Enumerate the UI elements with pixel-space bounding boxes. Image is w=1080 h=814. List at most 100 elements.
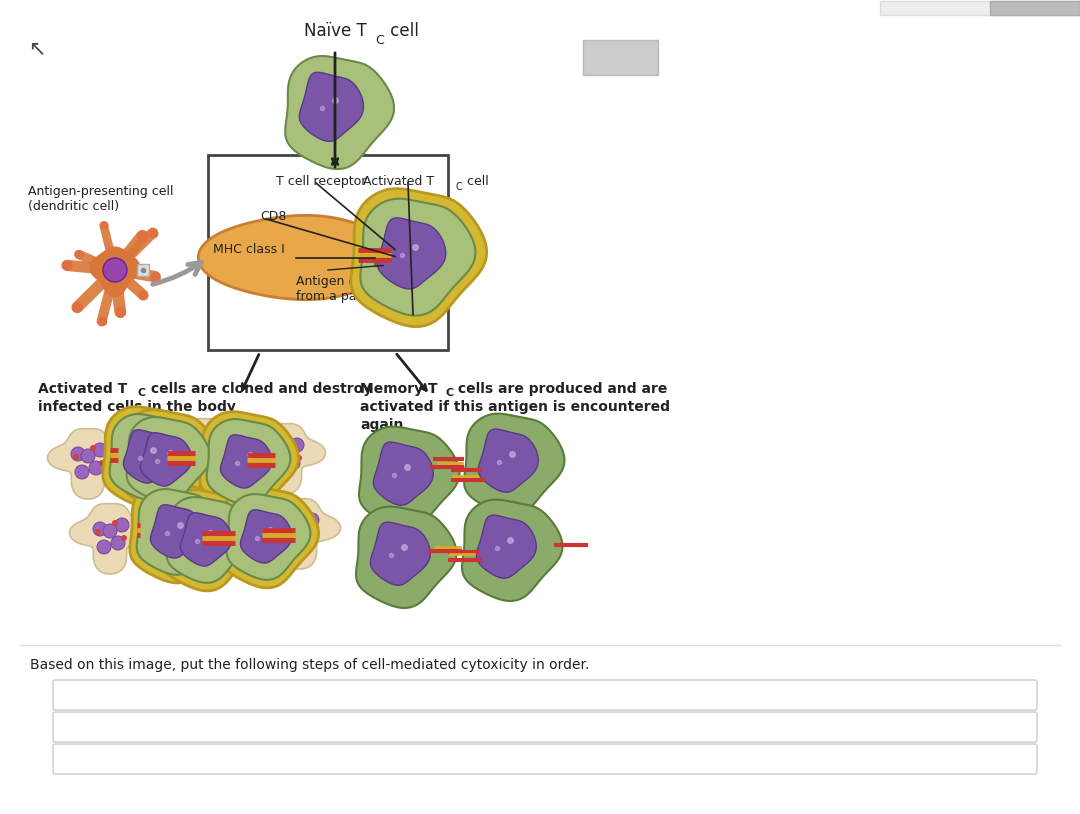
FancyBboxPatch shape (53, 712, 1037, 742)
Circle shape (296, 455, 302, 461)
Polygon shape (126, 417, 211, 503)
Circle shape (97, 540, 111, 554)
Polygon shape (220, 435, 272, 488)
Polygon shape (462, 500, 563, 601)
FancyBboxPatch shape (53, 744, 1037, 774)
Polygon shape (200, 499, 281, 569)
Bar (375, 250, 391, 265)
Polygon shape (200, 412, 298, 513)
Polygon shape (377, 218, 446, 289)
Circle shape (75, 465, 89, 479)
Bar (137, 264, 149, 276)
Circle shape (89, 461, 103, 475)
Polygon shape (241, 510, 292, 563)
Text: Naïve T: Naïve T (303, 22, 366, 40)
Circle shape (272, 460, 286, 474)
Circle shape (227, 535, 241, 549)
Circle shape (114, 518, 129, 532)
Circle shape (270, 449, 276, 455)
Circle shape (216, 450, 222, 456)
Circle shape (210, 433, 224, 447)
Text: ✓: ✓ (86, 751, 98, 767)
Polygon shape (374, 442, 433, 505)
Circle shape (103, 524, 117, 538)
Polygon shape (464, 414, 565, 515)
Circle shape (301, 531, 315, 545)
Polygon shape (130, 482, 229, 583)
Polygon shape (476, 515, 537, 578)
Circle shape (207, 435, 213, 441)
Text: Activated T: Activated T (363, 175, 434, 188)
Circle shape (190, 444, 195, 450)
Polygon shape (137, 489, 220, 575)
Text: CD8: CD8 (260, 210, 286, 223)
Circle shape (283, 517, 297, 531)
Circle shape (305, 513, 319, 527)
Circle shape (287, 440, 293, 446)
Text: C: C (445, 388, 454, 398)
Polygon shape (120, 409, 218, 511)
Polygon shape (259, 499, 340, 569)
Text: MHC class I: MHC class I (213, 243, 285, 256)
Circle shape (198, 439, 212, 453)
Text: cells are produced and are: cells are produced and are (453, 382, 667, 396)
Polygon shape (69, 504, 150, 574)
Polygon shape (180, 513, 232, 566)
Circle shape (293, 519, 307, 533)
Circle shape (90, 445, 96, 451)
Text: Based on this image, put the following steps of cell-mediated cytoxicity in orde: Based on this image, put the following s… (30, 658, 590, 672)
Text: ✓: ✓ (86, 720, 98, 734)
Circle shape (81, 449, 95, 463)
Text: C: C (455, 182, 462, 192)
Text: An APC presents antigen to a naive T cell with a TCR that can bind the antigen.: An APC presents antigen to a naive T cel… (112, 720, 663, 734)
Text: Activated T: Activated T (38, 382, 127, 396)
Circle shape (225, 524, 231, 530)
Text: T cell receptor: T cell receptor (276, 175, 366, 188)
Polygon shape (370, 522, 430, 585)
Polygon shape (164, 418, 245, 489)
Text: cell: cell (384, 22, 419, 40)
Polygon shape (110, 414, 193, 500)
Polygon shape (166, 497, 251, 583)
Polygon shape (359, 427, 459, 528)
Polygon shape (220, 487, 319, 588)
Circle shape (268, 442, 282, 456)
Circle shape (291, 438, 303, 452)
Bar (880, 1, 1080, 15)
Circle shape (188, 437, 202, 451)
Text: infected cells in the body: infected cells in the body (38, 400, 235, 414)
Circle shape (245, 513, 259, 527)
Text: The naive T cell undergoes clonal expansion which produces a population of cytot: The naive T cell undergoes clonal expans… (112, 688, 762, 702)
Polygon shape (206, 419, 291, 505)
Circle shape (71, 447, 85, 461)
Circle shape (111, 536, 125, 550)
Circle shape (242, 515, 248, 521)
Polygon shape (160, 490, 258, 591)
Text: Memory T: Memory T (360, 382, 437, 396)
Text: C: C (375, 34, 383, 47)
Circle shape (241, 531, 255, 545)
Circle shape (251, 530, 257, 536)
Text: -: - (66, 751, 71, 767)
Polygon shape (199, 216, 397, 300)
Text: cells are cloned and destroy: cells are cloned and destroy (146, 382, 373, 396)
Text: again: again (360, 418, 403, 432)
Polygon shape (361, 199, 475, 316)
Text: -: - (66, 688, 71, 702)
Circle shape (99, 460, 105, 466)
Circle shape (287, 535, 301, 549)
Polygon shape (123, 430, 175, 483)
Polygon shape (285, 56, 394, 169)
Text: C: C (138, 388, 146, 398)
Circle shape (73, 454, 79, 460)
Circle shape (222, 517, 237, 531)
Text: cell: cell (463, 175, 489, 188)
Polygon shape (356, 506, 457, 608)
Text: The cytotoxic T cells find "their" infected cells and kill the infected cells.: The cytotoxic T cells find "their" infec… (112, 752, 613, 766)
Circle shape (121, 535, 127, 541)
Circle shape (206, 451, 220, 465)
Circle shape (93, 443, 107, 457)
Polygon shape (227, 494, 310, 580)
Circle shape (311, 530, 318, 536)
Circle shape (192, 455, 206, 469)
